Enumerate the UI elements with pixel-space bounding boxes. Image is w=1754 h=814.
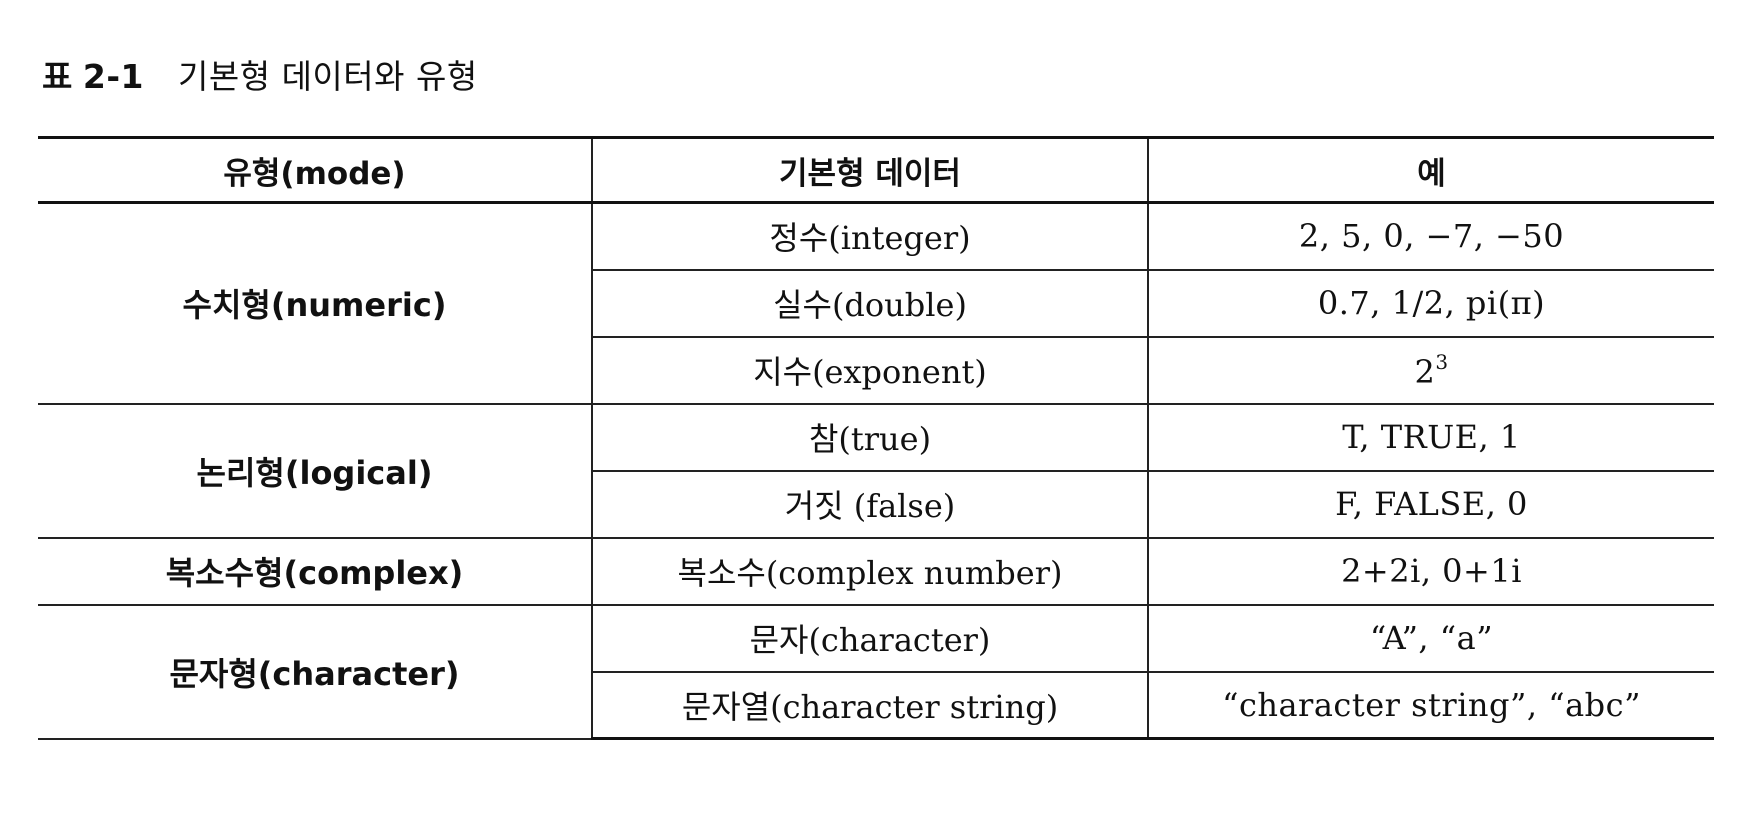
data-types-table: 유형(mode) 기본형 데이터 예 수치형(numeric) 정수(integ… — [38, 136, 1714, 740]
data-cell: 정수(integer) — [591, 201, 1148, 271]
exponent-power: 3 — [1435, 349, 1449, 374]
data-cell: 거짓 (false) — [591, 469, 1148, 539]
table-row: 수치형(numeric) 정수(integer) 2, 5, 0, −7, −5… — [38, 201, 1714, 405]
data-cell: 복소수(complex number) — [591, 536, 1148, 606]
header-example: 예 — [1147, 136, 1714, 204]
mode-cell-complex: 복소수형(complex) — [38, 536, 592, 606]
mode-cell-character: 문자형(character) — [38, 603, 592, 740]
table-caption: 표 2-1 기본형 데이터와 유형 — [42, 50, 478, 98]
table-row: 복소수형(complex) 복소수(complex number) 2+2i, … — [38, 536, 1714, 606]
header-row: 유형(mode) 기본형 데이터 예 — [38, 136, 1714, 204]
table-row: 실수(double) 0.7, 1/2, pi(π) — [38, 268, 1714, 338]
exponent-base: 2 — [1414, 352, 1436, 391]
header-mode: 유형(mode) — [38, 136, 592, 204]
table-row: 문자형(character) 문자(character) “A”, “a” — [38, 603, 1714, 740]
data-cell: 문자열(character string) — [591, 670, 1148, 740]
table-row: 지수(exponent) 23 — [38, 335, 1714, 405]
table-row: 논리형(logical) 참(true) T, TRUE, 1 — [38, 402, 1714, 539]
example-cell: 2+2i, 0+1i — [1147, 536, 1714, 606]
data-cell: 참(true) — [591, 402, 1148, 472]
caption-title: 기본형 데이터와 유형 — [178, 57, 478, 96]
table-row: 거짓 (false) F, FALSE, 0 — [38, 469, 1714, 539]
table-row: 문자열(character string) “character string”… — [38, 670, 1714, 740]
example-cell: F, FALSE, 0 — [1147, 469, 1714, 539]
data-cell: 실수(double) — [591, 268, 1148, 338]
caption-number: 2-1 — [82, 57, 144, 96]
example-cell: “A”, “a” — [1147, 603, 1714, 673]
example-cell: 0.7, 1/2, pi(π) — [1147, 268, 1714, 338]
header-basic-data: 기본형 데이터 — [591, 136, 1148, 204]
example-cell: T, TRUE, 1 — [1147, 402, 1714, 472]
example-cell: “character string”, “abc” — [1147, 670, 1714, 740]
example-cell: 2, 5, 0, −7, −50 — [1147, 201, 1714, 271]
mode-cell-numeric: 수치형(numeric) — [38, 201, 592, 405]
mode-cell-logical: 논리형(logical) — [38, 402, 592, 539]
example-cell: 23 — [1147, 335, 1714, 405]
caption-label: 표 — [42, 57, 73, 96]
data-cell: 지수(exponent) — [591, 335, 1148, 405]
data-cell: 문자(character) — [591, 603, 1148, 673]
